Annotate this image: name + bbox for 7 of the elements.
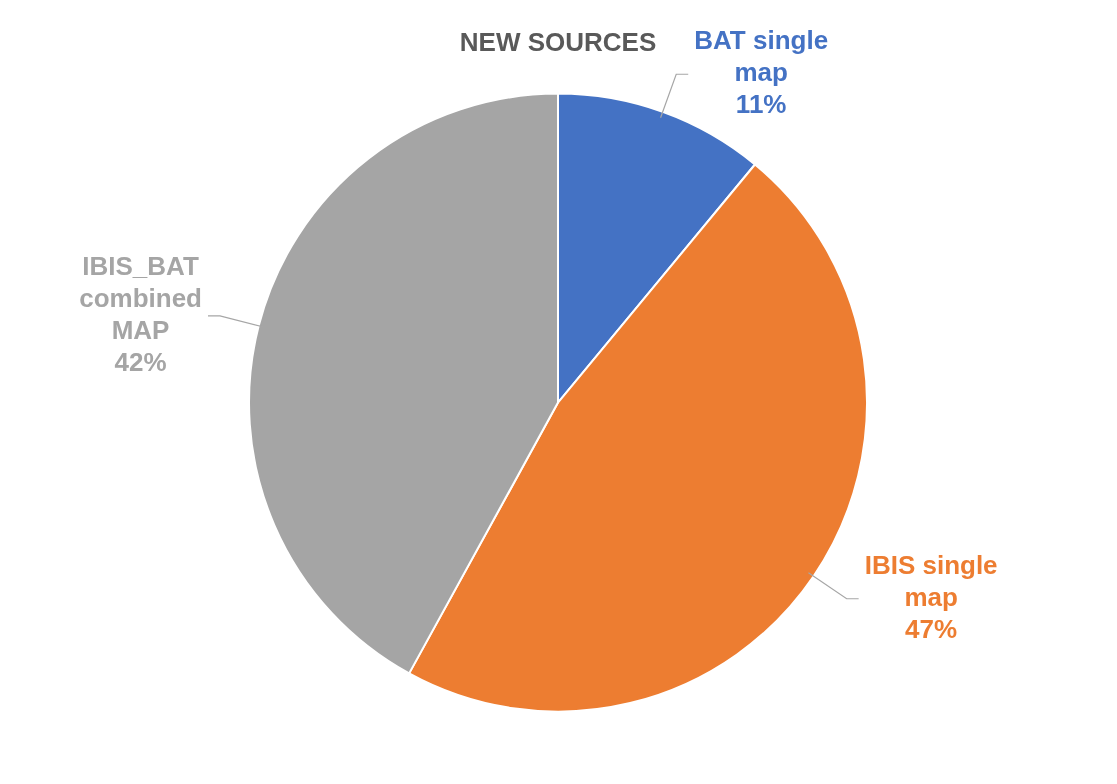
slice-label: BAT single map xyxy=(694,25,829,88)
chart-title: NEW SOURCES xyxy=(459,26,657,57)
data-label: 47% xyxy=(905,613,958,644)
slice-label: IBIS_BAT combined MAP xyxy=(79,250,202,345)
data-label: 42% xyxy=(114,346,167,377)
data-label: 11% xyxy=(735,89,787,120)
slice-label: IBIS single map xyxy=(864,549,998,612)
